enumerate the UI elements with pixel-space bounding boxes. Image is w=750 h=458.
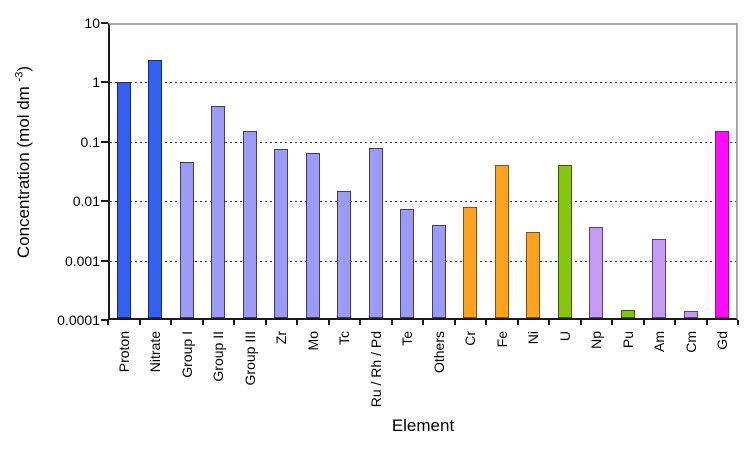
x-category-label: Am (651, 331, 668, 352)
bar-cr (463, 207, 478, 318)
x-axis-tick (233, 320, 235, 325)
x-axis-tick (264, 320, 267, 325)
y-axis-tick (101, 81, 108, 84)
y-axis-title-text: Concentration (mol dm (14, 81, 33, 259)
x-axis-tick (453, 320, 456, 325)
bar-am (652, 239, 667, 318)
bar-ru-rh-pd (368, 148, 383, 318)
x-category-label: Ni (525, 331, 542, 345)
bar-proton (116, 82, 131, 318)
plot-area (108, 23, 738, 320)
x-category-label: Zr (273, 331, 290, 345)
x-axis-tick (485, 320, 487, 325)
x-category-label: Fe (493, 331, 510, 348)
bar-te (400, 209, 415, 318)
x-category-label: Cr (462, 331, 479, 346)
y-axis-tick (101, 22, 108, 24)
x-axis-tick (359, 320, 361, 325)
bar-nitrate (148, 60, 163, 318)
y-axis-tick-label: 0.0001 (57, 312, 100, 328)
x-category-label: Tc (336, 331, 353, 345)
bar-group-i (179, 162, 194, 318)
x-category-label: Gd (714, 331, 731, 350)
bar-ni (526, 232, 541, 318)
y-axis-title: Concentration (mol dm -3) (13, 66, 34, 259)
bar-group-iii (242, 131, 257, 318)
x-axis-tick (422, 320, 424, 325)
x-category-label: Group II (210, 331, 227, 382)
y-axis-tick (101, 140, 108, 143)
x-axis-tick (138, 320, 141, 325)
gridline (110, 201, 736, 203)
y-axis-tick-label: 1 (92, 74, 100, 91)
x-axis-tick (170, 320, 172, 325)
x-category-label: Group I (178, 331, 195, 378)
y-axis-tick-label: 0.01 (72, 193, 100, 210)
x-category-label: U (556, 331, 573, 342)
x-category-label: Mo (304, 331, 321, 351)
x-axis-tick (516, 320, 519, 325)
y-axis-title-superscript: -3 (13, 71, 26, 82)
x-category-label: Group III (241, 331, 258, 386)
bar-mo (305, 153, 320, 318)
y-axis-tick (101, 200, 108, 203)
y-axis-tick-label: 10 (84, 15, 100, 31)
x-category-label: Others (430, 331, 447, 374)
x-axis-tick (201, 320, 204, 325)
x-axis-tick (705, 320, 708, 325)
bar-zr (274, 149, 289, 318)
x-axis-title: Element (391, 416, 455, 435)
x-axis-tick (579, 320, 582, 325)
y-axis-title-close-paren: ) (14, 66, 33, 72)
bar-fe (494, 165, 509, 318)
bar-cm (683, 311, 698, 318)
x-axis-tick (296, 320, 298, 325)
bar-gd (715, 131, 730, 318)
bar-u (557, 165, 572, 318)
x-axis-tick (548, 320, 550, 325)
bar-group-ii (211, 106, 226, 318)
x-category-label: Proton (115, 331, 132, 373)
x-category-label: Cm (682, 331, 699, 353)
gridline (110, 260, 736, 262)
bar-others (431, 225, 446, 318)
y-axis-tick-label: 0.1 (80, 133, 100, 150)
x-axis-tick (642, 320, 645, 325)
x-axis-tick (390, 320, 393, 325)
x-axis-tick (611, 320, 613, 325)
bar-np (589, 227, 604, 318)
x-category-label: Te (399, 331, 416, 346)
x-axis-tick (107, 320, 109, 325)
x-axis-tick (737, 320, 739, 325)
x-category-label: Nitrate (147, 331, 164, 373)
x-category-label: Ru / Rh / Pd (367, 331, 384, 408)
x-axis-tick (674, 320, 676, 325)
gridline (110, 82, 736, 84)
bar-pu (620, 310, 635, 318)
y-axis-tick-label: 0.001 (64, 252, 100, 269)
y-axis-tick (101, 319, 108, 321)
bar-tc (337, 191, 352, 318)
gridline (110, 141, 736, 143)
x-category-label: Pu (619, 331, 636, 349)
x-category-label: Np (588, 331, 605, 349)
y-axis-tick (101, 259, 108, 262)
x-axis-tick (327, 320, 330, 325)
